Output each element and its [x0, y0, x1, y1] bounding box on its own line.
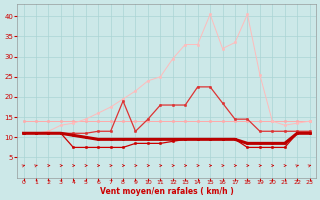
X-axis label: Vent moyen/en rafales ( km/h ): Vent moyen/en rafales ( km/h ): [100, 187, 234, 196]
